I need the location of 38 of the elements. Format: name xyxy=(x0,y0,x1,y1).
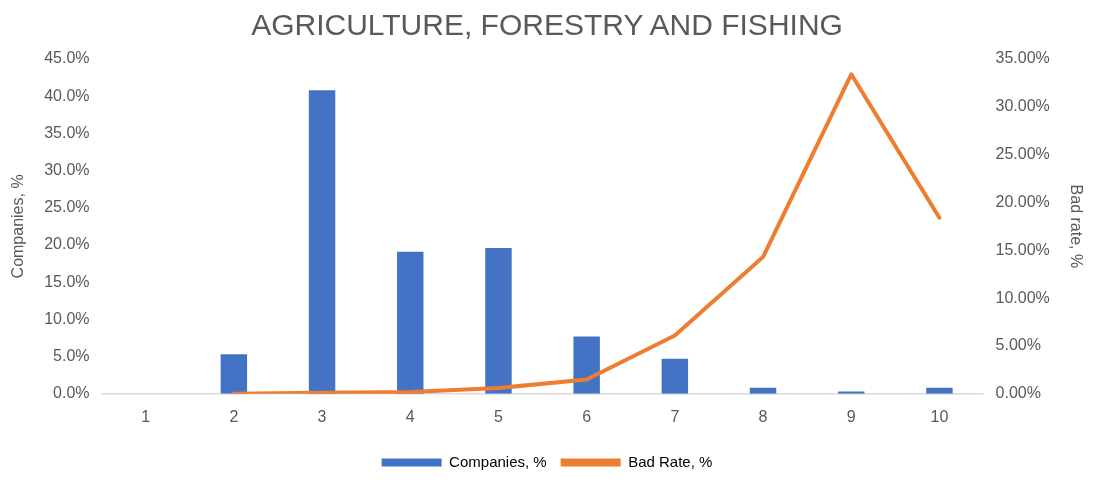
legend-label: Bad Rate, % xyxy=(628,452,713,470)
y-tick-label: 0.0% xyxy=(53,384,90,402)
y2-tick-label: 15.00% xyxy=(995,240,1050,258)
y-tick-label: 30.0% xyxy=(44,161,90,179)
y-tick-label: 25.0% xyxy=(44,198,90,216)
y-tick-label: 35.0% xyxy=(44,123,90,141)
x-tick-label: 8 xyxy=(758,407,768,425)
x-tick-label: 10 xyxy=(930,407,949,425)
y2-tick-label: 25.00% xyxy=(995,145,1050,163)
y2-tick-label: 35.00% xyxy=(995,49,1050,67)
x-tick-label: 7 xyxy=(670,407,680,425)
bar xyxy=(573,336,600,394)
x-tick-label: 1 xyxy=(141,407,151,425)
bar xyxy=(308,90,336,394)
y-tick-label: 20.0% xyxy=(44,235,90,253)
y-tick-label: 5.0% xyxy=(53,347,90,365)
y-axis-title: Companies, % xyxy=(9,174,27,279)
x-tick-label: 2 xyxy=(229,407,239,425)
chart-title: AGRICULTURE, FORESTRY AND FISHING xyxy=(251,8,843,42)
bar xyxy=(661,358,689,394)
y-tick-label: 40.0% xyxy=(44,86,90,104)
y2-tick-label: 5.00% xyxy=(995,336,1041,354)
y-tick-label: 45.0% xyxy=(44,49,90,67)
x-tick-label: 6 xyxy=(582,407,592,425)
y-tick-label: 15.0% xyxy=(44,272,90,290)
x-tick-label: 5 xyxy=(494,407,503,425)
legend-label: Companies, % xyxy=(449,452,547,470)
x-tick-label: 9 xyxy=(846,407,856,425)
y2-tick-label: 10.00% xyxy=(995,288,1050,306)
y-tick-label: 10.0% xyxy=(44,309,90,327)
x-tick-label: 3 xyxy=(317,407,327,425)
y2-axis-title: Bad rate, % xyxy=(1067,184,1085,269)
bar xyxy=(220,354,248,394)
y2-tick-label: 30.00% xyxy=(995,97,1050,115)
bar xyxy=(485,247,512,394)
y2-tick-label: 0.00% xyxy=(995,384,1041,402)
y2-tick-label: 20.00% xyxy=(995,192,1050,210)
x-tick-label: 4 xyxy=(405,407,415,425)
